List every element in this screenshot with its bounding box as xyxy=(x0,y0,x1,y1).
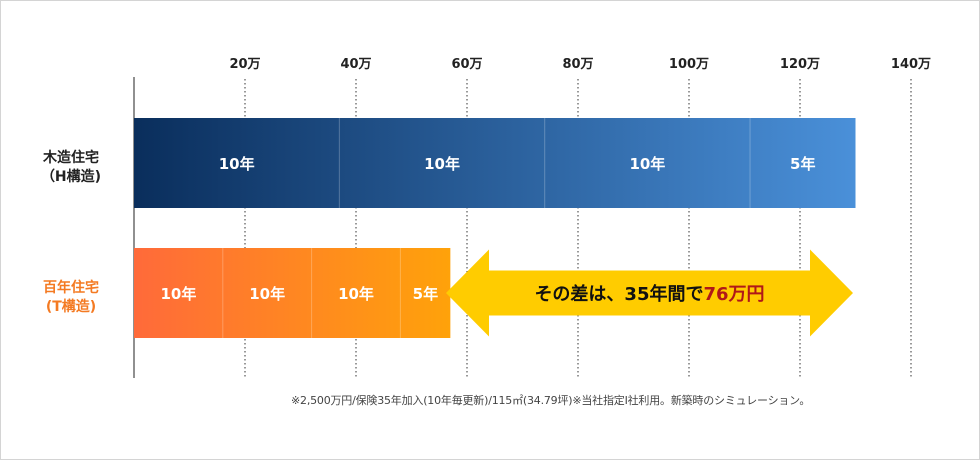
bar-segment-label: 10年 xyxy=(629,155,665,173)
bar-segment-label: 5年 xyxy=(413,285,438,303)
footnote: ※2,500万円/保険35年加入(10年毎更新)/115㎡(34.79坪)※当社… xyxy=(291,394,811,407)
bar-segment-label: 10年 xyxy=(249,285,285,303)
bar-segment-label: 10年 xyxy=(424,155,460,173)
bar-segment-label: 10年 xyxy=(338,285,374,303)
category-label-line: 木造住宅 xyxy=(43,150,99,166)
category-label-line: 百年住宅 xyxy=(43,280,99,296)
x-tick-label: 40万 xyxy=(340,57,371,72)
x-tick-label: 20万 xyxy=(229,57,260,72)
difference-amount: 76万円 xyxy=(704,284,765,305)
x-tick-labels: 20万 40万 60万 80万 100万 120万 140万 xyxy=(229,57,931,72)
bar-segment-label: 10年 xyxy=(219,155,255,173)
x-tick-label: 60万 xyxy=(451,57,482,72)
bar-segment-label: 5年 xyxy=(790,155,815,173)
x-tick-label: 80万 xyxy=(562,57,593,72)
category-label-line: （H構造) xyxy=(40,169,102,185)
category-label-wood-house: 木造住宅 （H構造) xyxy=(21,149,121,187)
stacked-bar xyxy=(134,248,451,338)
category-label-hundred-year-house: 百年住宅 (T構造) xyxy=(21,279,121,317)
x-tick-label: 100万 xyxy=(669,57,709,72)
bars: 10年 10年 10年 5年 10年 10年 10年 5年 xyxy=(134,118,856,338)
category-label-line: (T構造) xyxy=(45,299,97,315)
stacked-bar xyxy=(134,118,856,208)
difference-arrow: その差は、35年間で76万円 xyxy=(446,249,853,337)
x-tick-label: 120万 xyxy=(780,57,820,72)
bar-segment-label: 10年 xyxy=(160,285,196,303)
double-arrow-shape xyxy=(446,249,853,337)
difference-text: その差は、35年間で76万円 xyxy=(534,283,764,305)
x-tick-label: 140万 xyxy=(891,57,931,72)
difference-text-main: その差は、35年間で xyxy=(534,283,703,305)
